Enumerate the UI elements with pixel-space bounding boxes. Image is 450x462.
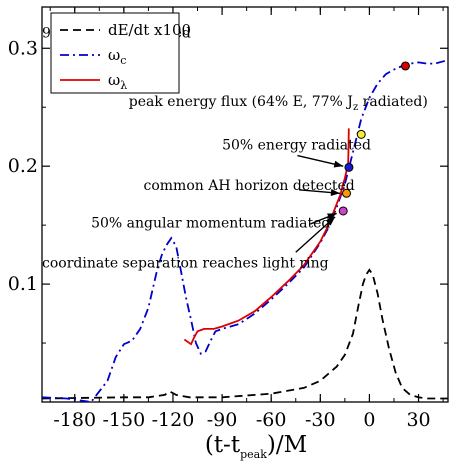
annotation-label-1: peak energy flux (64% E, 77% Jz radiated… [129,94,428,113]
marker-point-0 [400,61,410,71]
annotation-label-4: 50% angular momentum radiated [91,215,330,231]
annotation-arrowhead-4 [327,213,337,220]
annotation-text: 50% angular momentum radiated [91,215,330,231]
y-tick-label-1: 0.2 [8,155,38,177]
legend-label-sub: λ [120,79,127,92]
annotation-arrowhead-2 [333,160,344,168]
legend-label-0: dE/dt x100 [108,21,191,39]
plot-frame [41,6,449,403]
y-tick-label-0: 0.1 [8,273,38,295]
marker-point-3 [342,188,351,198]
x-axis-title-tail: )/M [267,432,307,458]
series-line-0 [41,268,448,400]
legend-label-sub: c [120,54,126,67]
legend-label-2: ωλ [108,71,127,92]
legend-label-main: dE/dt x100 [108,21,191,39]
annotation-subscript: z [353,102,358,113]
x-tick-label-4: -60 [256,409,287,431]
x-tick-label-2: -120 [152,409,195,431]
x-tick-label-7: 30 [406,409,430,431]
marker-point-1 [356,129,366,139]
legend-label-main: ω [108,71,120,89]
annotation-text: 50% energy radiated [222,138,371,154]
annotation-text-tail: radiated) [358,94,428,110]
y-tick-label-2: 0.3 [8,37,38,59]
annotation-label-2: 50% energy radiated [222,138,371,154]
x-axis-title: (t-tpeak)/M [205,432,307,461]
annotation-text: coordinate separation reaches light ring [42,256,329,272]
series-line-1 [41,59,449,403]
x-tick-label-1: -150 [103,409,146,431]
axes: -180 -150 -120 -90 -60 -30 0 30 0.1 0.2 0.3 [8,6,449,431]
annotation-arrowhead-3 [330,189,340,197]
x-tick-label-5: -30 [305,409,336,431]
x-axis-title-main: (t-t [205,432,241,458]
markers [338,61,410,216]
annotation-text: peak energy flux (64% E, 77% J [129,94,353,110]
annotations: 99% energy radiatedpeak energy flux (64%… [42,26,428,272]
x-tick-label-3: -90 [207,409,238,431]
x-tick-label-0: -180 [53,409,96,431]
legend-label-main: ω [108,46,120,64]
legend-label-1: ωc [108,46,126,67]
marker-point-4 [338,206,348,216]
annotation-arrowhead-5 [326,216,336,226]
marker-point-2 [344,162,354,172]
x-axis-title-sub: peak [240,448,267,461]
annotation-label-5: coordinate separation reaches light ring [42,256,329,272]
x-tick-label-6: 0 [363,409,375,431]
